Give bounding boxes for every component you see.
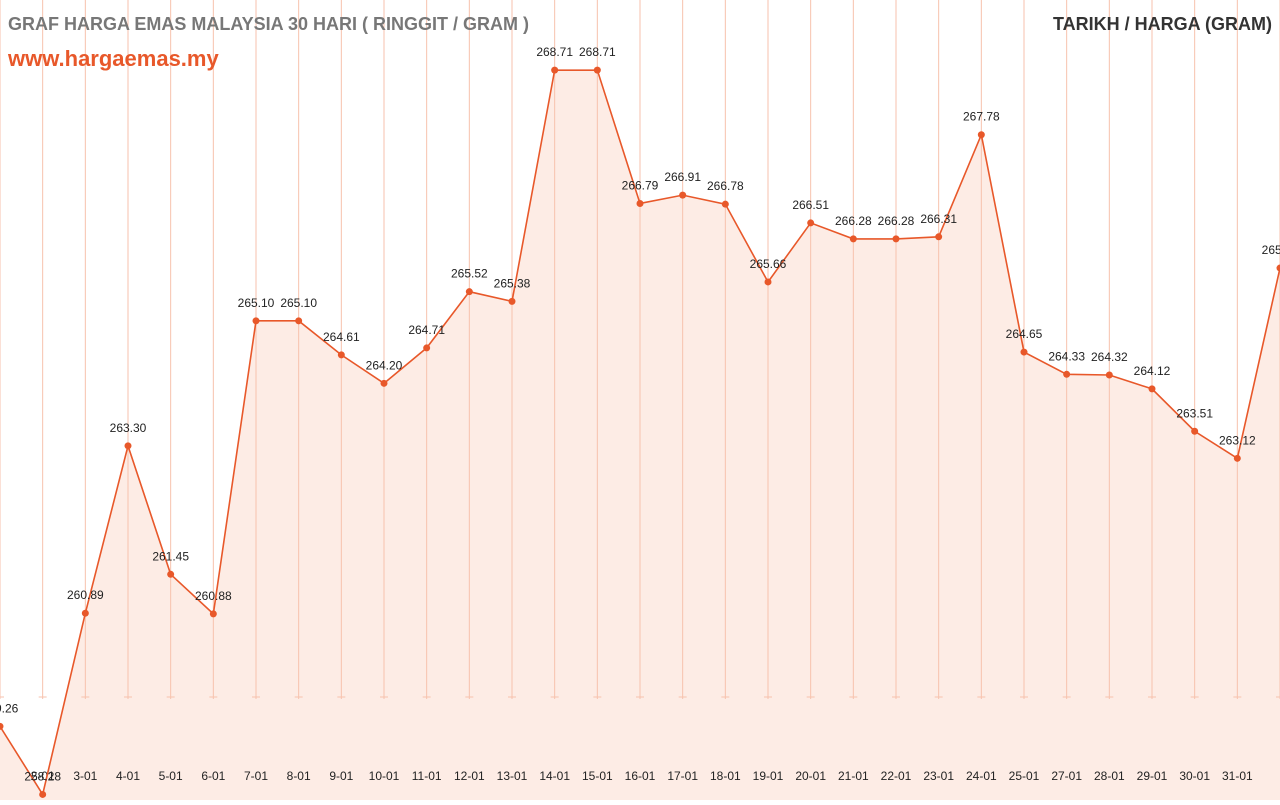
data-label: 268.71 bbox=[579, 45, 616, 59]
x-tick-label: 20-01 bbox=[795, 769, 826, 783]
x-tick-label: 12-01 bbox=[454, 769, 485, 783]
data-point bbox=[978, 131, 985, 138]
chart-subtitle: www.hargaemas.my bbox=[7, 46, 219, 71]
data-point bbox=[893, 235, 900, 242]
data-label: 261.45 bbox=[152, 549, 189, 563]
x-tick-label: 8-01 bbox=[287, 769, 311, 783]
x-tick-label: 16-01 bbox=[625, 769, 656, 783]
data-label: 258.28 bbox=[24, 769, 61, 783]
data-point bbox=[551, 67, 558, 74]
x-tick-label: 13-01 bbox=[497, 769, 528, 783]
x-tick-label: 29-01 bbox=[1137, 769, 1168, 783]
x-tick-label: 11-01 bbox=[412, 769, 442, 783]
data-point bbox=[935, 233, 942, 240]
data-label: 264.71 bbox=[408, 323, 445, 337]
data-label: 266.91 bbox=[664, 170, 701, 184]
x-tick-label: 14-01 bbox=[539, 769, 570, 783]
data-point bbox=[509, 298, 516, 305]
data-label: 266.31 bbox=[920, 212, 957, 226]
data-label: 266.28 bbox=[835, 214, 872, 228]
x-tick-label: 24-01 bbox=[966, 769, 997, 783]
data-label: 263.12 bbox=[1219, 433, 1256, 447]
data-point bbox=[850, 235, 857, 242]
data-label: 265.38 bbox=[494, 276, 531, 290]
x-tick-label: 30-01 bbox=[1179, 769, 1210, 783]
data-label: 259.26 bbox=[0, 701, 19, 715]
data-label: 264.65 bbox=[1006, 327, 1043, 341]
data-point bbox=[1277, 265, 1280, 272]
data-point bbox=[1063, 371, 1070, 378]
data-label: 266.79 bbox=[622, 178, 659, 192]
x-tick-label: 4-01 bbox=[116, 769, 140, 783]
x-tick-label: 6-01 bbox=[201, 769, 225, 783]
data-label: 263.30 bbox=[110, 421, 147, 435]
data-point bbox=[679, 192, 686, 199]
data-point bbox=[1106, 372, 1113, 379]
x-tick-label: 15-01 bbox=[582, 769, 613, 783]
data-label: 268.71 bbox=[536, 45, 573, 59]
data-label: 264.32 bbox=[1091, 350, 1128, 364]
data-point bbox=[1149, 385, 1156, 392]
x-tick-label: 17-01 bbox=[667, 769, 698, 783]
data-point bbox=[39, 791, 46, 798]
data-label: 264.61 bbox=[323, 330, 360, 344]
data-point bbox=[0, 723, 4, 730]
data-label: 263.51 bbox=[1176, 406, 1213, 420]
x-tick-label: 22-01 bbox=[881, 769, 912, 783]
data-point bbox=[1191, 428, 1198, 435]
legend-title: TARIKH / HARGA (GRAM) bbox=[1053, 14, 1272, 34]
data-point bbox=[253, 317, 260, 324]
x-tick-label: 18-01 bbox=[710, 769, 741, 783]
data-point bbox=[722, 201, 729, 208]
x-tick-label: 27-01 bbox=[1051, 769, 1082, 783]
x-tick-label: 23-01 bbox=[923, 769, 954, 783]
data-point bbox=[423, 344, 430, 351]
data-label: 265.10 bbox=[238, 296, 275, 310]
data-label: 264.12 bbox=[1134, 364, 1171, 378]
x-tick-label: 9-01 bbox=[329, 769, 353, 783]
data-label: 265.66 bbox=[750, 257, 787, 271]
data-point bbox=[466, 288, 473, 295]
data-label: 266.51 bbox=[792, 198, 829, 212]
data-point bbox=[167, 571, 174, 578]
data-label: 265.10 bbox=[280, 296, 317, 310]
data-label: 265.52 bbox=[451, 267, 488, 281]
chart-title: GRAF HARGA EMAS MALAYSIA 30 HARI ( RINGG… bbox=[8, 14, 529, 34]
data-label: 264.20 bbox=[366, 358, 403, 372]
data-label: 260.89 bbox=[67, 588, 104, 602]
data-point bbox=[1234, 455, 1241, 462]
data-point bbox=[1021, 349, 1028, 356]
data-point bbox=[125, 442, 132, 449]
data-label: 267.78 bbox=[963, 110, 1000, 124]
x-tick-label: 21-01 bbox=[838, 769, 869, 783]
data-point bbox=[594, 67, 601, 74]
data-point bbox=[765, 278, 772, 285]
data-point bbox=[637, 200, 644, 207]
data-label: 266.28 bbox=[878, 214, 915, 228]
x-tick-label: 19-01 bbox=[753, 769, 784, 783]
data-label: 264.33 bbox=[1048, 349, 1085, 363]
data-point bbox=[807, 219, 814, 226]
x-tick-label: 5-01 bbox=[159, 769, 183, 783]
data-point bbox=[82, 610, 89, 617]
data-point bbox=[338, 351, 345, 358]
x-tick-label: 7-01 bbox=[244, 769, 268, 783]
x-tick-label: 31-01 bbox=[1222, 769, 1253, 783]
data-label: 265.86 bbox=[1262, 243, 1280, 257]
x-tick-label: 3-01 bbox=[73, 769, 97, 783]
data-label: 260.88 bbox=[195, 589, 232, 603]
x-tick-label: 25-01 bbox=[1009, 769, 1040, 783]
x-tick-label: 28-01 bbox=[1094, 769, 1125, 783]
x-tick-label: 10-01 bbox=[369, 769, 400, 783]
data-point bbox=[295, 317, 302, 324]
data-label: 266.78 bbox=[707, 179, 744, 193]
data-point bbox=[381, 380, 388, 387]
data-point bbox=[210, 610, 217, 617]
